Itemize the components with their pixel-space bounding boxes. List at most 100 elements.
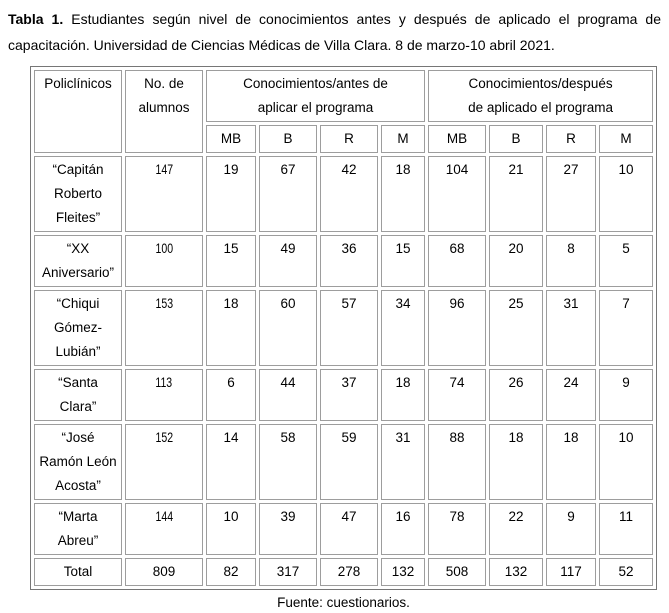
despues-mb-cell: 78 — [428, 503, 487, 555]
despues-r-cell: 18 — [546, 424, 597, 500]
despues-r-cell: 9 — [546, 503, 597, 555]
antes-b-cell: 67 — [259, 156, 317, 232]
antes-r-cell: 47 — [320, 503, 378, 555]
alumnos-cell: 153 — [125, 290, 203, 366]
despues-mb-cell: 74 — [428, 369, 487, 421]
header-level-b-despues: B — [489, 125, 544, 153]
despues-b-cell: 26 — [489, 369, 544, 421]
header-level-b-antes: B — [259, 125, 317, 153]
total-antes-m-cell: 132 — [381, 558, 426, 586]
despues-r-cell: 8 — [546, 235, 597, 287]
antes-mb-cell: 6 — [206, 369, 256, 421]
antes-r-cell: 59 — [320, 424, 378, 500]
table-row: “Marta Abreu” 144 10 39 47 16 78 22 9 11 — [34, 503, 654, 555]
despues-mb-cell: 88 — [428, 424, 487, 500]
header-conocimientos-antes: Conocimientos/antes de aplicar el progra… — [206, 70, 426, 122]
alumnos-cell: 147 — [125, 156, 203, 232]
header-level-mb-despues: MB — [428, 125, 487, 153]
despues-b-cell: 21 — [489, 156, 544, 232]
header-level-r-despues: R — [546, 125, 597, 153]
caption-line-1: Tabla 1. Estudiantes según nivel de cono… — [8, 6, 661, 32]
antes-mb-cell: 10 — [206, 503, 256, 555]
caption-text-line1: Estudiantes según nivel de conocimientos… — [71, 11, 662, 27]
table-row: “XX Aniversario” 100 15 49 36 15 68 20 8… — [34, 235, 654, 287]
antes-r-cell: 42 — [320, 156, 378, 232]
policlinico-name-cell: “Marta Abreu” — [34, 503, 122, 555]
antes-m-cell: 15 — [381, 235, 426, 287]
caption-label: Tabla 1. — [8, 11, 64, 27]
alumnos-value: 147 — [155, 162, 173, 177]
antes-mb-cell: 14 — [206, 424, 256, 500]
policlinico-name-cell: “XX Aniversario” — [34, 235, 122, 287]
caption-text-line2: capacitación. Universidad de Ciencias Mé… — [8, 37, 555, 53]
policlinico-name-cell: “José Ramón León Acosta” — [34, 424, 122, 500]
despues-b-cell: 25 — [489, 290, 544, 366]
despues-m-cell: 9 — [599, 369, 654, 421]
header-row-groups: Policlínicos No. de alumnos Conocimiento… — [34, 70, 654, 153]
alumnos-value: 100 — [155, 241, 173, 256]
total-despues-r-cell: 117 — [546, 558, 597, 586]
policlinico-name-cell: “Santa Clara” — [34, 369, 122, 421]
antes-r-cell: 37 — [320, 369, 378, 421]
antes-mb-cell: 15 — [206, 235, 256, 287]
alumnos-value: 144 — [155, 509, 173, 524]
policlinico-name-cell: “Capitán Roberto Fleites” — [34, 156, 122, 232]
alumnos-value: 113 — [155, 375, 173, 390]
despues-m-cell: 10 — [599, 156, 654, 232]
source-note: Fuente: cuestionarios. — [277, 595, 410, 610]
total-despues-b-cell: 132 — [489, 558, 544, 586]
alumnos-cell: 100 — [125, 235, 203, 287]
despues-mb-cell: 68 — [428, 235, 487, 287]
alumnos-value: 152 — [155, 430, 173, 445]
despues-r-cell: 31 — [546, 290, 597, 366]
antes-m-cell: 34 — [381, 290, 426, 366]
alumnos-cell: 152 — [125, 424, 203, 500]
antes-mb-cell: 18 — [206, 290, 256, 366]
antes-m-cell: 16 — [381, 503, 426, 555]
antes-m-cell: 31 — [381, 424, 426, 500]
total-despues-m-cell: 52 — [599, 558, 654, 586]
header-level-r-antes: R — [320, 125, 378, 153]
header-level-m-antes: M — [381, 125, 426, 153]
antes-r-cell: 36 — [320, 235, 378, 287]
despues-b-cell: 18 — [489, 424, 544, 500]
header-row-levels: MB B R M MB B R M — [34, 125, 654, 153]
antes-r-cell: 57 — [320, 290, 378, 366]
table-row: “Capitán Roberto Fleites” 147 19 67 42 1… — [34, 156, 654, 232]
table-row: “José Ramón León Acosta” 152 14 58 59 31… — [34, 424, 654, 500]
table-caption: Tabla 1. Estudiantes según nivel de cono… — [8, 6, 661, 58]
header-level-mb-antes: MB — [206, 125, 256, 153]
total-antes-r-cell: 278 — [320, 558, 378, 586]
antes-b-cell: 60 — [259, 290, 317, 366]
antes-m-cell: 18 — [381, 156, 426, 232]
document-page: Tabla 1. Estudiantes según nivel de cono… — [0, 6, 669, 613]
antes-mb-cell: 19 — [206, 156, 256, 232]
despues-mb-cell: 96 — [428, 290, 487, 366]
table-row: “Chiqui Gómez- Lubián” 153 18 60 57 34 9… — [34, 290, 654, 366]
despues-mb-cell: 104 — [428, 156, 487, 232]
despues-m-cell: 5 — [599, 235, 654, 287]
total-row: Total 809 82 317 278 132 508 132 117 52 — [34, 558, 654, 586]
header-alumnos: No. de alumnos — [125, 70, 203, 153]
alumnos-cell: 113 — [125, 369, 203, 421]
despues-r-cell: 24 — [546, 369, 597, 421]
antes-b-cell: 49 — [259, 235, 317, 287]
data-table: Policlínicos No. de alumnos Conocimiento… — [30, 66, 658, 590]
despues-m-cell: 10 — [599, 424, 654, 500]
despues-m-cell: 7 — [599, 290, 654, 366]
despues-m-cell: 11 — [599, 503, 654, 555]
antes-b-cell: 44 — [259, 369, 317, 421]
antes-b-cell: 58 — [259, 424, 317, 500]
table-row: “Santa Clara” 113 6 44 37 18 74 26 24 9 — [34, 369, 654, 421]
total-despues-mb-cell: 508 — [428, 558, 487, 586]
alumnos-value: 153 — [155, 296, 173, 311]
total-antes-b-cell: 317 — [259, 558, 317, 586]
despues-b-cell: 22 — [489, 503, 544, 555]
policlinico-name-cell: “Chiqui Gómez- Lubián” — [34, 290, 122, 366]
antes-m-cell: 18 — [381, 369, 426, 421]
header-conocimientos-despues: Conocimientos/después de aplicado el pro… — [428, 70, 654, 122]
despues-r-cell: 27 — [546, 156, 597, 232]
header-policlinicos: Policlínicos — [34, 70, 122, 153]
total-label-cell: Total — [34, 558, 122, 586]
alumnos-cell: 144 — [125, 503, 203, 555]
